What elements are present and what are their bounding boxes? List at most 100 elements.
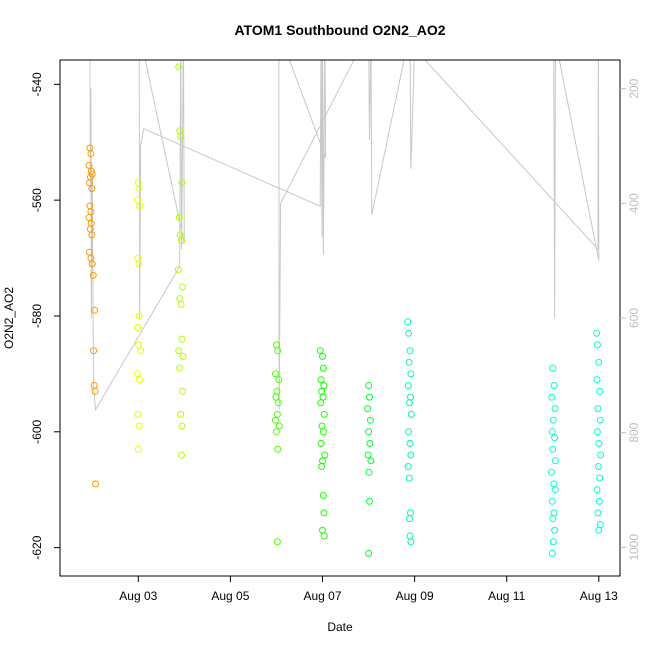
data-point (178, 179, 186, 187)
data-point (367, 457, 375, 465)
data-point (594, 509, 602, 517)
data-point (593, 486, 601, 494)
data-point (89, 271, 97, 279)
data-point (316, 347, 324, 355)
y2-tick-label: 600 (627, 308, 641, 328)
data-point (405, 474, 413, 482)
data-point (595, 526, 603, 534)
data-point (593, 341, 601, 349)
x-axis: Aug 03 Aug 05 Aug 07 Aug 09 Aug 11 Aug 13 (119, 576, 618, 603)
data-point (404, 382, 412, 389)
data-point (548, 393, 556, 401)
data-point (177, 410, 185, 418)
data-point (318, 422, 326, 430)
data-point (319, 492, 327, 499)
y2-tick-label: 800 (627, 422, 641, 442)
data-point (274, 347, 282, 355)
data-point (85, 161, 93, 169)
data-point (178, 237, 186, 245)
data-point (407, 451, 415, 459)
data-point (407, 370, 415, 378)
data-point (135, 422, 143, 430)
data-point (596, 387, 604, 395)
data-point (176, 295, 184, 303)
data-point (597, 451, 605, 459)
data-point (406, 532, 414, 540)
data-point (596, 521, 604, 528)
data-point (595, 358, 603, 366)
data-point (274, 399, 282, 407)
data-point (134, 410, 142, 418)
y-axis-label: O2N2_AO2 (2, 287, 16, 349)
x-tick-label: Aug 11 (488, 589, 525, 603)
data-point (175, 214, 183, 221)
data-point (91, 387, 99, 395)
data-point (406, 347, 414, 355)
data-point (593, 376, 601, 384)
data-point (551, 434, 559, 442)
plot-frame (59, 59, 621, 577)
data-point (550, 382, 558, 389)
data-point (548, 549, 556, 557)
data-point (92, 480, 99, 488)
y-tick-label: -580 (30, 304, 44, 328)
data-point (549, 364, 557, 372)
data-point (178, 335, 186, 343)
data-point (320, 509, 328, 517)
data-point (407, 410, 415, 418)
y2-tick-label: 1000 (627, 534, 641, 561)
x-axis-label: Date (327, 620, 353, 634)
data-point (90, 347, 98, 355)
data-point (552, 457, 559, 465)
data-point (593, 428, 601, 436)
data-point (319, 428, 327, 436)
data-point (549, 538, 557, 546)
data-point (86, 179, 93, 187)
data-point (596, 474, 604, 482)
data-point (549, 416, 557, 424)
data-point (177, 132, 185, 140)
data-point (272, 393, 280, 401)
data-point (319, 364, 327, 372)
y2-tick-label: 200 (627, 78, 641, 98)
data-point (135, 312, 143, 320)
data-point (85, 214, 93, 221)
data-point (177, 300, 185, 308)
data-point (88, 185, 96, 193)
data-point (407, 538, 415, 546)
data-point (272, 370, 279, 378)
data-point (366, 393, 373, 401)
data-point (319, 526, 326, 534)
data-point (548, 497, 556, 505)
x-tick-label: Aug 05 (211, 589, 249, 603)
data-point (595, 439, 603, 447)
data-point (179, 353, 187, 360)
data-point (135, 185, 143, 193)
data-point (365, 382, 373, 389)
data-point (272, 428, 280, 436)
data-point (366, 439, 374, 447)
data-point (551, 526, 559, 534)
data-point (134, 445, 142, 453)
data-point (551, 405, 559, 413)
x-tick-label: Aug 07 (303, 589, 341, 603)
y-tick-label: -540 (30, 72, 44, 96)
y-axis-left: -540 -560 -580 -600 -620 (30, 72, 60, 560)
chart-title: ATOM1 Southbound O2N2_AO2 (234, 22, 445, 38)
data-point (135, 260, 143, 268)
data-point (405, 428, 413, 436)
data-point (407, 509, 414, 517)
data-point (594, 463, 602, 470)
data-point (174, 266, 182, 274)
y-tick-label: -620 (30, 535, 44, 559)
y-tick-label: -560 (30, 188, 44, 212)
data-point (551, 486, 559, 494)
data-point (137, 347, 145, 355)
data-point (595, 497, 603, 505)
data-point (404, 318, 412, 326)
data-point (175, 63, 183, 71)
line-series (89, 60, 600, 412)
data-point (88, 260, 96, 268)
data-point (548, 428, 556, 436)
data-point (274, 445, 282, 453)
